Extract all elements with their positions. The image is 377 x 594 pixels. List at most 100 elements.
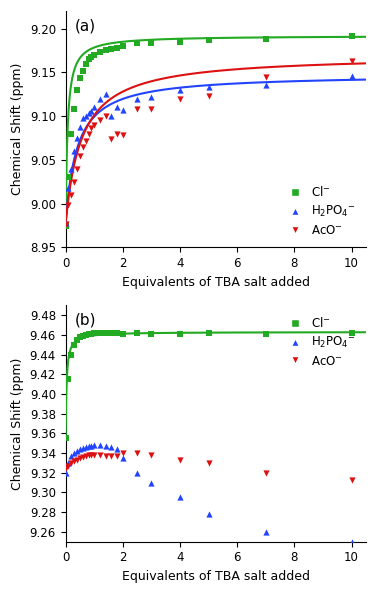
Point <box>91 120 97 129</box>
Point <box>86 55 92 64</box>
Point <box>63 463 69 472</box>
Point <box>134 39 140 48</box>
Point <box>263 80 269 89</box>
Point <box>68 164 74 173</box>
Point <box>263 329 269 339</box>
Point <box>134 105 140 114</box>
Point <box>114 129 120 138</box>
Point <box>80 113 86 122</box>
Point <box>177 85 183 94</box>
Point <box>205 91 211 101</box>
Point <box>120 329 126 339</box>
Point <box>114 103 120 112</box>
Point <box>149 478 155 487</box>
Point <box>86 450 92 460</box>
Point <box>77 332 83 342</box>
Point <box>97 48 103 57</box>
Point <box>63 218 69 228</box>
Point <box>74 133 80 143</box>
Point <box>149 329 155 339</box>
Point <box>86 329 92 339</box>
Point <box>68 350 74 359</box>
Point <box>86 129 92 138</box>
Point <box>80 452 86 462</box>
Point <box>263 468 269 478</box>
Point <box>103 90 109 99</box>
Point <box>91 50 97 59</box>
Text: (a): (a) <box>75 18 96 33</box>
Point <box>74 164 80 173</box>
Point <box>177 492 183 502</box>
Point <box>88 106 94 116</box>
Point <box>97 440 103 450</box>
Point <box>66 461 72 470</box>
Point <box>71 340 77 349</box>
Point <box>71 105 77 114</box>
Point <box>177 329 183 339</box>
Point <box>114 451 120 461</box>
Point <box>86 109 92 118</box>
Point <box>66 201 72 210</box>
Point <box>71 448 77 458</box>
Point <box>74 85 80 94</box>
Text: (b): (b) <box>75 312 96 327</box>
Point <box>134 328 140 337</box>
Point <box>91 440 97 450</box>
Point <box>88 441 94 451</box>
Point <box>120 105 126 115</box>
Point <box>97 115 103 124</box>
Point <box>103 111 109 121</box>
Point <box>74 446 80 456</box>
Point <box>177 37 183 46</box>
Point <box>149 92 155 102</box>
Point <box>77 151 83 160</box>
Point <box>63 219 69 229</box>
Point <box>77 444 83 454</box>
Point <box>97 94 103 103</box>
Point <box>68 458 74 467</box>
Point <box>83 59 89 68</box>
Point <box>205 509 211 519</box>
Point <box>63 468 69 478</box>
Point <box>83 451 89 461</box>
Point <box>108 111 114 121</box>
Point <box>97 328 103 337</box>
Point <box>263 527 269 536</box>
Y-axis label: Chemical Shift (ppm): Chemical Shift (ppm) <box>11 357 24 489</box>
Point <box>205 35 211 45</box>
Point <box>80 331 86 340</box>
Point <box>134 448 140 458</box>
X-axis label: Equivalents of TBA salt added: Equivalents of TBA salt added <box>122 570 310 583</box>
Point <box>68 129 74 138</box>
Point <box>71 177 77 187</box>
Point <box>120 448 126 458</box>
Point <box>103 451 109 461</box>
Point <box>103 328 109 337</box>
Point <box>349 475 355 484</box>
Point <box>83 111 89 121</box>
Point <box>91 328 97 337</box>
Y-axis label: Chemical Shift (ppm): Chemical Shift (ppm) <box>11 63 24 195</box>
Point <box>149 38 155 48</box>
Point <box>108 44 114 53</box>
Point <box>114 328 120 337</box>
Point <box>205 83 211 92</box>
Point <box>91 450 97 460</box>
Point <box>108 134 114 144</box>
Point <box>86 441 92 451</box>
Point <box>88 329 94 339</box>
Point <box>91 103 97 112</box>
Point <box>349 537 355 546</box>
Point <box>97 450 103 460</box>
Point <box>66 458 72 467</box>
Point <box>88 450 94 460</box>
Point <box>88 52 94 61</box>
Point <box>205 328 211 337</box>
Point <box>349 31 355 41</box>
Point <box>134 468 140 478</box>
Point <box>80 443 86 453</box>
Point <box>88 124 94 133</box>
X-axis label: Equivalents of TBA salt added: Equivalents of TBA salt added <box>122 276 310 289</box>
Point <box>177 94 183 103</box>
Point <box>71 456 77 466</box>
